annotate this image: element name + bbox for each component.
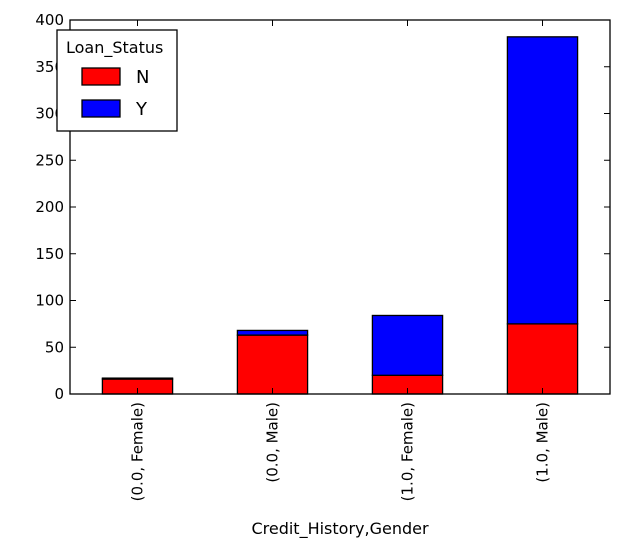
x-tick-label-1: (0.0, Male) (264, 402, 282, 483)
y-tick-label-0: 0 (54, 385, 64, 403)
legend-label-n: N (136, 67, 149, 88)
bar-y-0 (101, 377, 174, 380)
legend-label-y: Y (135, 99, 148, 120)
y-tick-label-5: 250 (35, 151, 64, 169)
legend: Loan_Status NY (56, 29, 178, 132)
bar-n-3 (506, 323, 579, 395)
x-tick-label-2: (1.0, Female) (399, 402, 417, 501)
y-tick-label-2: 100 (35, 292, 64, 310)
bar-y-3 (506, 36, 579, 325)
x-tick-label-0: (0.0, Female) (129, 402, 147, 501)
bars-layer (101, 36, 579, 395)
legend-title: Loan_Status (66, 38, 163, 58)
x-axis-title: Credit_History,Gender (251, 519, 429, 539)
y-tick-label-4: 200 (35, 198, 64, 216)
bar-y-1 (236, 329, 309, 336)
bar-y-2 (371, 314, 444, 376)
legend-swatch-n (81, 67, 121, 86)
legend-swatch-y (81, 99, 121, 118)
y-tick-label-3: 150 (35, 245, 64, 263)
x-tick-label-3: (1.0, Male) (534, 402, 552, 483)
y-tick-label-1: 50 (45, 338, 64, 356)
y-tick-label-8: 400 (35, 11, 64, 29)
bar-n-1 (236, 334, 309, 395)
x-axis: (0.0, Female) (0.0, Male) (1.0, Female) (1.… (129, 20, 552, 501)
